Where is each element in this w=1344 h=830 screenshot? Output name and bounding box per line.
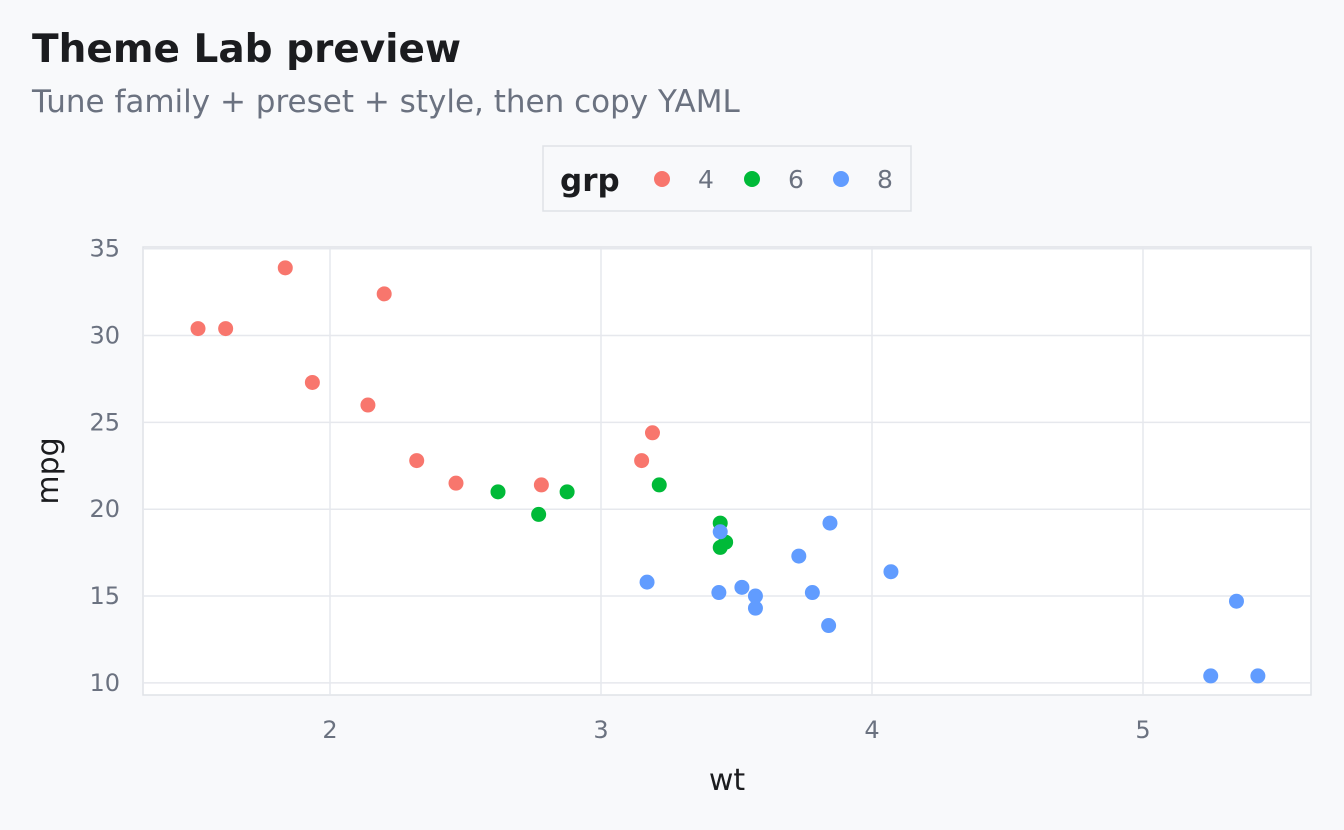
scatter-point-grp-6 [531, 506, 547, 522]
scatter-point-grp-4 [376, 286, 392, 302]
x-tick-label: 4 [864, 716, 879, 744]
scatter-point-grp-8 [1203, 668, 1219, 684]
legend-title: grp [560, 163, 620, 199]
scatter-point-grp-8 [821, 618, 837, 634]
legend: grp 4 6 8 [542, 145, 912, 212]
x-tick-label: 3 [593, 716, 608, 744]
y-tick-label: 25 [89, 408, 120, 436]
scatter-point-grp-8 [639, 574, 655, 590]
legend-label-6: 6 [788, 165, 804, 194]
scatter-point-grp-4 [448, 475, 464, 491]
chart-subtitle: Tune family + preset + style, then copy … [31, 84, 740, 120]
scatter-point-grp-8 [734, 579, 750, 595]
legend-key-4 [654, 171, 670, 187]
scatter-point-grp-4 [533, 477, 549, 493]
scatter-point-grp-4 [409, 453, 425, 469]
legend-key-8 [833, 171, 849, 187]
scatter-point-grp-8 [747, 600, 763, 616]
scatter-point-grp-6 [559, 484, 575, 500]
legend-label-8: 8 [877, 165, 893, 194]
y-tick-label: 15 [89, 582, 120, 610]
scatter-point-grp-8 [711, 585, 727, 601]
chart-title: Theme Lab preview [32, 27, 461, 72]
legend-label-4: 4 [698, 165, 714, 194]
scatter-point-grp-4 [277, 260, 293, 276]
grid-lines [143, 247, 1311, 695]
scatter-point-grp-8 [883, 564, 899, 580]
legend-box [542, 145, 912, 212]
plot-panel [142, 246, 1312, 696]
scatter-point-grp-8 [1228, 593, 1244, 609]
scatter-point-grp-4 [360, 397, 376, 413]
y-tick-label: 20 [89, 495, 120, 523]
scatter-point-grp-6 [490, 484, 506, 500]
y-tick-label: 35 [89, 235, 120, 263]
scatter-point-grp-8 [822, 515, 838, 531]
y-tick-label: 10 [89, 669, 120, 697]
data-points [190, 260, 1266, 684]
scatter-point-grp-4 [644, 425, 660, 441]
scatter-point-grp-4 [190, 321, 206, 337]
legend-key-6 [744, 171, 760, 187]
scatter-point-grp-8 [747, 588, 763, 604]
scatter-point-grp-8 [1250, 668, 1266, 684]
scatter-point-grp-4 [304, 374, 320, 390]
scatter-point-grp-8 [804, 585, 820, 601]
scatter-point-grp-8 [791, 548, 807, 564]
scatter-point-grp-4 [218, 321, 234, 337]
x-axis-title: wt [709, 763, 746, 798]
scatter-point-grp-6 [712, 539, 728, 555]
scatter-point-grp-8 [712, 524, 728, 540]
y-tick-label: 30 [89, 322, 120, 350]
y-axis-title: mpg [31, 437, 66, 504]
x-tick-label: 5 [1135, 716, 1150, 744]
x-tick-label: 2 [322, 716, 337, 744]
scatter-point-grp-4 [634, 453, 650, 469]
x-axis-ticks: 2 3 4 5 [322, 716, 1150, 744]
y-axis-ticks: 10 15 20 25 30 35 [89, 235, 120, 697]
scatter-point-grp-6 [651, 477, 667, 493]
